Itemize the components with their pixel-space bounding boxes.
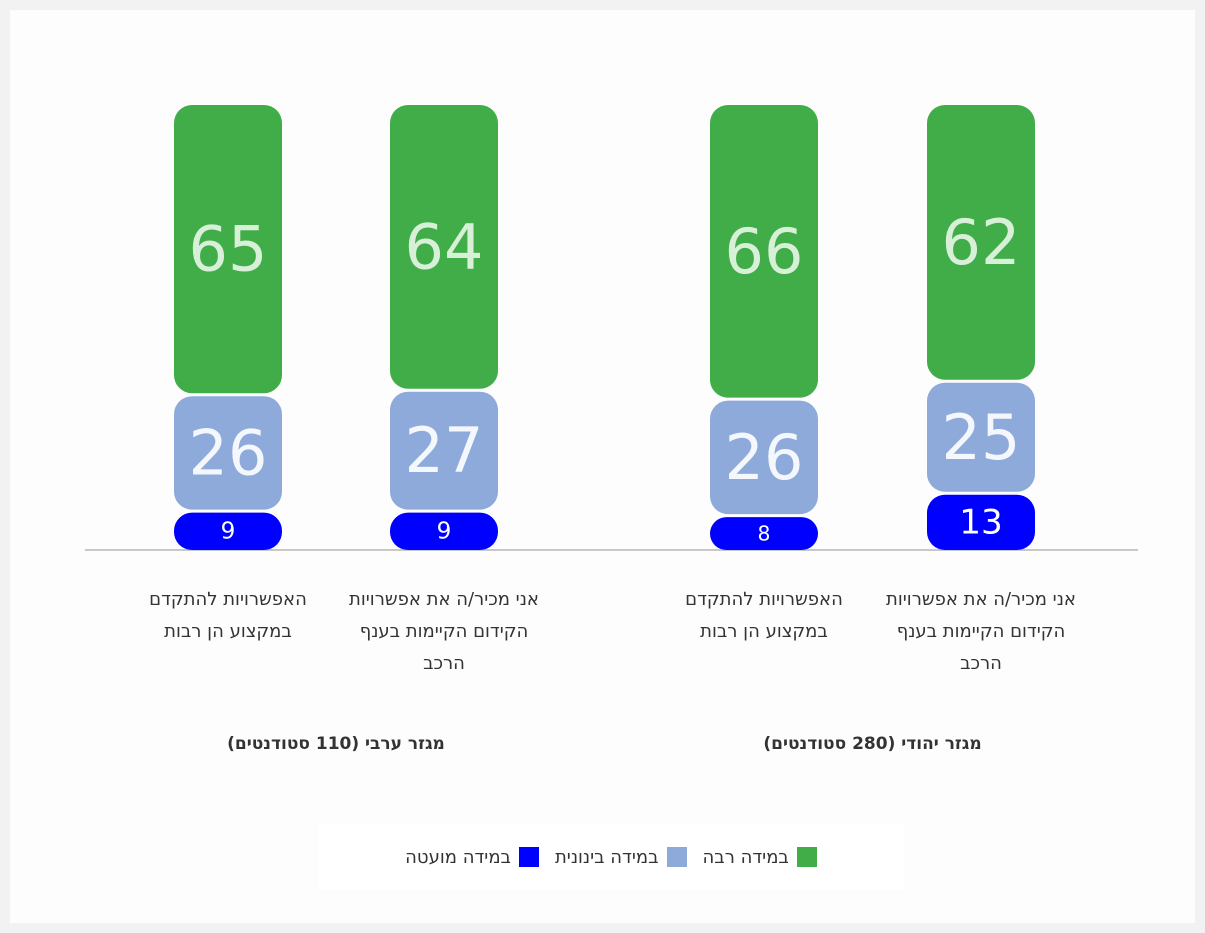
- legend-swatch: [666, 847, 687, 867]
- bar-segment: [710, 400, 818, 515]
- value-label: 13: [959, 502, 1003, 542]
- value-label: 9: [437, 518, 452, 544]
- category-label: האפשרויות להתקדם במקצוע הן רבות: [685, 589, 843, 642]
- category-label: אני מכיר/ה את אפשרויות הקידום הקיימות בע…: [886, 589, 1076, 674]
- bar-segment: [390, 512, 498, 550]
- value-label: 26: [725, 421, 804, 494]
- value-label: 62: [942, 206, 1021, 279]
- legend-item: במידה בינונית: [555, 847, 687, 868]
- legend-item: במידה רבה: [703, 847, 817, 868]
- value-label: 9: [221, 518, 236, 544]
- value-label: 66: [725, 215, 804, 288]
- bar-segment: [390, 105, 498, 389]
- bar-segment: [927, 382, 1035, 492]
- group-label: מגזר יהודי (280 סטודנטים): [763, 734, 982, 754]
- category-label: אני מכיר/ה את אפשרויות הקידום הקיימות בע…: [349, 589, 539, 674]
- value-label: 8: [758, 522, 771, 546]
- bar-segment: [710, 517, 818, 550]
- legend-label: במידה בינונית: [554, 846, 659, 868]
- bar-segment: [927, 494, 1035, 550]
- legend-item: במידה מועטה: [405, 847, 539, 868]
- category-label: האפשרויות להתקדם במקצוע הן רבות: [149, 589, 307, 642]
- bar-segment: [174, 512, 282, 550]
- legend-label: במידה רבה: [702, 846, 789, 868]
- value-label: 65: [189, 213, 268, 286]
- value-label: 26: [189, 416, 268, 489]
- bar-segment: [174, 396, 282, 510]
- value-label: 64: [405, 210, 484, 283]
- bar-segment: [710, 105, 818, 398]
- legend-label: במידה מועטה: [405, 846, 511, 868]
- group-label: מגזר ערבי (110 סטודנטים): [227, 734, 445, 754]
- bar-segment: [390, 391, 498, 510]
- bar-segment: [174, 105, 282, 394]
- value-label: 25: [942, 401, 1021, 474]
- value-label: 27: [405, 414, 484, 487]
- legend-swatch: [796, 847, 817, 867]
- legend-swatch: [518, 847, 539, 867]
- bar-segment: [927, 105, 1035, 380]
- legend: במידה רבה במידה בינונית במידה מועטה: [318, 824, 904, 890]
